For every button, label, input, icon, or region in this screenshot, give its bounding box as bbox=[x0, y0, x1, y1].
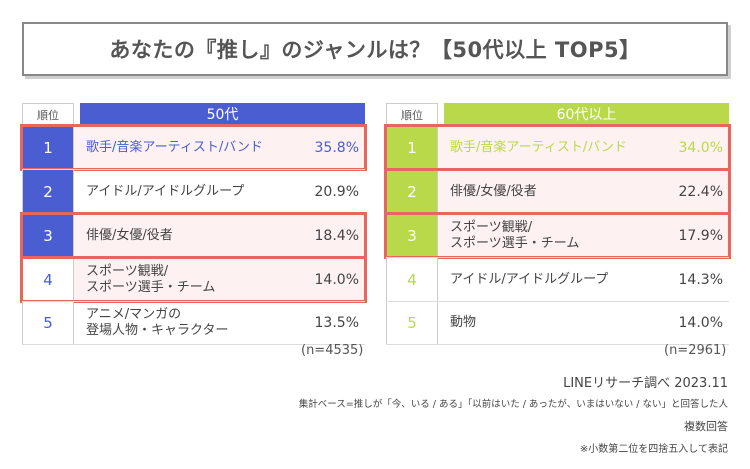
rank-header: 順位 bbox=[22, 103, 74, 125]
category-label: 歌手/音楽アーティスト/バンド bbox=[74, 126, 299, 169]
table-row: 3 俳優/女優/役者 18.4% bbox=[20, 212, 367, 259]
sample-size-60s-plus: (n=2961) bbox=[664, 343, 727, 358]
value-label: 18.4% bbox=[299, 214, 365, 257]
table-row: 5 動物 14.0% bbox=[386, 301, 729, 345]
rank-cell: 4 bbox=[386, 258, 438, 301]
group-header: 60代以上 bbox=[444, 103, 729, 125]
table-row: 1 歌手/音楽アーティスト/バンド 35.8% bbox=[20, 124, 367, 171]
value-label: 35.8% bbox=[299, 126, 365, 169]
table-row: 3 スポーツ観戦/ スポーツ選手・チーム 17.9% bbox=[384, 212, 731, 259]
rank-cell: 3 bbox=[22, 214, 74, 257]
category-label: 動物 bbox=[450, 315, 477, 330]
rounding-note: ※小数第二位を四捨五入して表記 bbox=[579, 444, 728, 455]
rank-cell: 5 bbox=[386, 302, 438, 344]
table-row: 4 スポーツ観戦/ スポーツ選手・チーム 14.0% bbox=[20, 256, 367, 303]
value-label: 14.0% bbox=[678, 315, 723, 331]
rank-header: 順位 bbox=[386, 103, 438, 125]
category-label: アイドル/アイドルグループ bbox=[450, 271, 609, 287]
rank-cell: 3 bbox=[386, 214, 438, 257]
table-50s: 順位 50代 1 歌手/音楽アーティスト/バンド 35.8% 2 アイドル/アイドルグル… bbox=[20, 103, 367, 345]
rank-cell: 4 bbox=[22, 258, 74, 301]
group-header: 50代 bbox=[80, 103, 365, 125]
value-label: 14.0% bbox=[299, 258, 365, 301]
value-label: 14.3% bbox=[678, 271, 723, 288]
value-label: 20.9% bbox=[314, 183, 359, 200]
table-rows: 1 歌手/音楽アーティスト/バンド 35.8% 2 アイドル/アイドルグループ 20.9%… bbox=[20, 124, 367, 345]
value-label: 34.0% bbox=[663, 126, 729, 169]
rank-cell: 2 bbox=[22, 170, 74, 213]
source-note: LINEリサーチ調べ 2023.11 bbox=[563, 376, 728, 391]
base-note: 集計ベース=推しが「今、いる / ある」「以前はいた / あったが、いまはいない… bbox=[298, 399, 728, 410]
value-label: 17.9% bbox=[663, 214, 729, 257]
category-label: 歌手/音楽アーティスト/バンド bbox=[438, 126, 663, 169]
multi-answer-note: 複数回答 bbox=[684, 420, 728, 433]
category-label: アイドル/アイドルグループ bbox=[86, 183, 245, 199]
rank-cell: 1 bbox=[386, 126, 438, 169]
table-rows: 1 歌手/音楽アーティスト/バンド 34.0% 2 俳優/女優/役者 22.4% 3 スポーツ… bbox=[384, 124, 731, 345]
table-row: 2 アイドル/アイドルグループ 20.9% bbox=[22, 169, 365, 213]
category-label: スポーツ観戦/ スポーツ選手・チーム bbox=[438, 214, 663, 257]
rank-cell: 5 bbox=[22, 302, 74, 344]
table-row: 2 俳優/女優/役者 22.4% bbox=[384, 168, 731, 215]
table-row: 1 歌手/音楽アーティスト/バンド 34.0% bbox=[384, 124, 731, 171]
table-header: 順位 60代以上 bbox=[386, 103, 729, 125]
table-row: 4 アイドル/アイドルグループ 14.3% bbox=[386, 257, 729, 301]
chart-title: あなたの『推し』のジャンルは？【50代以上 TOP5】 bbox=[109, 38, 641, 62]
rank-cell: 1 bbox=[22, 126, 74, 169]
sample-size-50s: (n=4535) bbox=[301, 343, 364, 358]
title-box: あなたの『推し』のジャンルは？【50代以上 TOP5】 bbox=[22, 22, 728, 76]
category-label: 俳優/女優/役者 bbox=[438, 170, 663, 213]
table-header: 順位 50代 bbox=[22, 103, 365, 125]
table-row: 5 アニメ/マンガの 登場人物・キャラクター 13.5% bbox=[22, 301, 365, 345]
table-60s-plus: 順位 60代以上 1 歌手/音楽アーティスト/バンド 34.0% 2 俳優/女優/役者 2… bbox=[384, 103, 731, 345]
value-label: 13.5% bbox=[314, 315, 359, 331]
category-label: スポーツ観戦/ スポーツ選手・チーム bbox=[74, 258, 299, 301]
category-label: 俳優/女優/役者 bbox=[74, 214, 299, 257]
rank-cell: 2 bbox=[386, 170, 438, 213]
category-label: アニメ/マンガの 登場人物・キャラクター bbox=[86, 307, 229, 338]
value-label: 22.4% bbox=[663, 170, 729, 213]
